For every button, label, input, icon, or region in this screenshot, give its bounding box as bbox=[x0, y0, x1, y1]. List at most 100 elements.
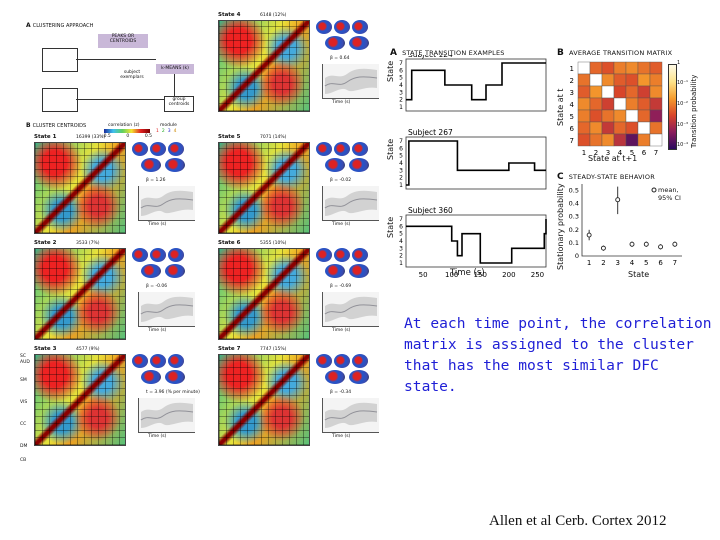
st-frame bbox=[405, 58, 547, 112]
st-ytick: 5 bbox=[399, 75, 403, 82]
brain-map-4 bbox=[325, 158, 345, 172]
st-ytick: 1 bbox=[399, 182, 403, 189]
tm-ylabel: State at t bbox=[556, 88, 565, 126]
occurrence-plot bbox=[322, 64, 379, 99]
correlation-colorbar bbox=[104, 129, 150, 133]
tm-cell bbox=[601, 121, 615, 135]
st-ytick: 4 bbox=[399, 238, 403, 245]
st-ytick: 7 bbox=[399, 60, 403, 67]
tm-cell bbox=[613, 61, 627, 75]
state-name: State 5 bbox=[218, 134, 241, 140]
st-xlabel: Time (s) bbox=[450, 268, 485, 278]
tm-cell bbox=[577, 85, 591, 99]
steady-panel-header: C STEADY-STATE BEHAVIOR bbox=[557, 172, 655, 182]
occurrence-plot bbox=[138, 292, 195, 327]
tm-cell bbox=[649, 133, 663, 147]
st-ytick: 7 bbox=[399, 138, 403, 145]
ss-point bbox=[586, 232, 592, 238]
state-stat: β = -0.34 bbox=[330, 390, 352, 395]
centroid-matrix bbox=[218, 248, 310, 340]
occurrence-plot bbox=[322, 186, 379, 221]
centroid-matrix bbox=[218, 20, 310, 112]
tm-cell bbox=[637, 109, 651, 123]
st-frame bbox=[405, 214, 547, 268]
tm-cell bbox=[637, 61, 651, 75]
state-tile: State 3 4577 (9%) t = 3.96 (% per minute) T… bbox=[20, 346, 200, 450]
caption-line-2: matrix is assigned to the cluster bbox=[404, 336, 694, 353]
module-label: module bbox=[160, 123, 177, 128]
tm-cell bbox=[589, 97, 603, 111]
tm-xtick: 2 bbox=[594, 149, 598, 157]
centroid-matrix bbox=[34, 248, 126, 340]
ss-xtick: 2 bbox=[601, 259, 605, 267]
tm-cell bbox=[625, 85, 639, 99]
state-stat: β = 0.64 bbox=[330, 56, 350, 61]
ss-point bbox=[629, 241, 635, 247]
st-xtick: 150 bbox=[474, 271, 487, 279]
brain-map-5 bbox=[165, 264, 185, 278]
cluster-panel-letter: A CLUSTERING APPROACH bbox=[26, 22, 94, 29]
ss-axis bbox=[581, 184, 682, 257]
occurrence-time-label: Time (s) bbox=[148, 328, 167, 333]
brain-map-4 bbox=[325, 36, 345, 50]
tm-xtick: 4 bbox=[618, 149, 623, 157]
brain-map-4 bbox=[141, 370, 161, 384]
tm-cell bbox=[649, 85, 663, 99]
tm-cell bbox=[577, 73, 591, 87]
tm-cell bbox=[649, 73, 663, 87]
brain-map-1 bbox=[132, 354, 148, 368]
brain-map-1 bbox=[132, 248, 148, 262]
tm-cell bbox=[601, 73, 615, 87]
correlation-label: correlation (z) bbox=[108, 123, 140, 128]
st-ylabel-2: State bbox=[386, 138, 395, 160]
state-count: 4577 (9%) bbox=[76, 347, 100, 352]
occurrence-time-label: Time (s) bbox=[332, 434, 351, 439]
tm-cell bbox=[637, 121, 651, 135]
brain-map-1 bbox=[316, 354, 332, 368]
ss-legend: mean, 95% CI bbox=[658, 186, 681, 202]
st-series-line bbox=[406, 62, 546, 101]
tm-cell bbox=[577, 133, 591, 147]
ss-ytick: 0.3 bbox=[569, 213, 579, 221]
st-xtick: 200 bbox=[502, 271, 515, 279]
state-count: 7747 (15%) bbox=[260, 347, 287, 352]
tm-cell bbox=[577, 61, 591, 75]
occurrence-plot bbox=[138, 398, 195, 433]
brain-map-2 bbox=[150, 354, 166, 368]
tm-xtick: 7 bbox=[654, 149, 658, 157]
st-ytick: 3 bbox=[399, 89, 403, 96]
st-subject-label: Subject 124 bbox=[408, 55, 453, 59]
st-frame bbox=[405, 136, 547, 190]
st-ytick: 6 bbox=[399, 145, 403, 152]
st-ytick: 3 bbox=[399, 167, 403, 174]
st-series-line bbox=[406, 140, 546, 186]
ss-point bbox=[615, 197, 621, 203]
kmeans-box: k-MEANS (k) bbox=[156, 64, 194, 74]
brain-map-2 bbox=[150, 248, 166, 262]
ss-legend-marker bbox=[651, 187, 657, 193]
occurrence-plot bbox=[138, 186, 195, 221]
tm-ytick: 1 bbox=[570, 65, 574, 73]
st-ytick: 2 bbox=[399, 97, 403, 104]
peaks-box: PEAKS OR CENTROIDS bbox=[98, 34, 148, 48]
brain-map-2 bbox=[334, 248, 350, 262]
st-ytick: 3 bbox=[399, 245, 403, 252]
st-subject-label: Subject 360 bbox=[408, 206, 453, 215]
st-series-line bbox=[406, 219, 547, 264]
st-ytick: 4 bbox=[399, 82, 403, 89]
state-tile: State 7 7747 (15%) β = -0.34 Time (s) bbox=[204, 346, 384, 450]
tm-cell bbox=[589, 109, 603, 123]
ss-ytick: 0.5 bbox=[569, 187, 579, 195]
centroid-matrix bbox=[34, 354, 126, 446]
ss-ytick: 0.1 bbox=[569, 239, 579, 247]
tm-xlabel: State at t+1 bbox=[588, 154, 638, 163]
left-figure: A CLUSTERING APPROACH PEAKS OR CENTROIDS… bbox=[20, 12, 390, 472]
brain-map-3 bbox=[352, 248, 368, 262]
steady-state-chart: 0 0.1 0.2 0.3 0.4 0.5 1 2 3 4 5 6 7 bbox=[569, 184, 682, 267]
caption-line-1: At each time point, the correlation bbox=[404, 315, 712, 332]
tm-ytick: 3 bbox=[570, 89, 574, 97]
tm-ytick: 7 bbox=[570, 137, 574, 145]
clustering-diagram: PEAKS OR CENTROIDS subject exemplars k-M… bbox=[28, 34, 198, 120]
tm-cell bbox=[613, 133, 627, 147]
brain-map-4 bbox=[325, 370, 345, 384]
